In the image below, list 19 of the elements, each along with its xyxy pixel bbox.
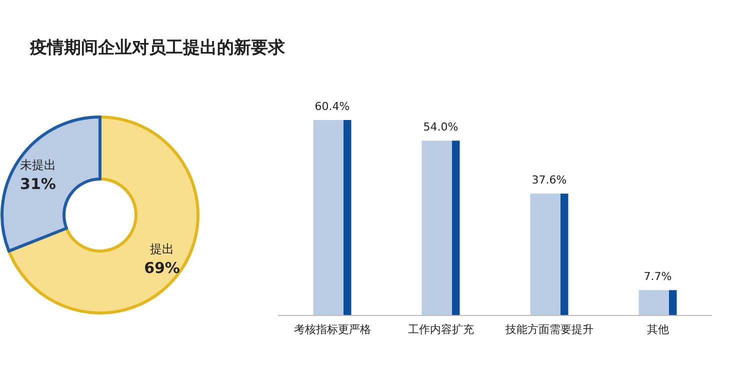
data-label: 69%: [144, 259, 180, 278]
x-tick-label: 其他: [646, 323, 669, 336]
bar: [530, 194, 568, 315]
data-label: 37.6%: [532, 174, 567, 187]
data-label: 31%: [20, 174, 56, 193]
slice-label: 提出: [150, 242, 174, 256]
donut-slice: [0, 116, 102, 253]
x-tick-label: 考核指标更严格: [294, 323, 371, 336]
donut-slice: [7, 116, 200, 314]
data-label: 54.0%: [423, 120, 458, 134]
x-tick-label: 技能方面需要提升: [504, 323, 594, 336]
slice-label: 未提出: [20, 158, 56, 172]
chart-title: 疫情期间企业对员工提出的新要求: [29, 38, 286, 58]
x-tick-label: 工作内容扩充: [408, 323, 474, 336]
data-label: 60.4%: [314, 100, 350, 113]
bar: [638, 290, 677, 315]
data-label: 7.7%: [644, 270, 672, 284]
bar: [422, 140, 460, 315]
bar: [313, 120, 352, 315]
